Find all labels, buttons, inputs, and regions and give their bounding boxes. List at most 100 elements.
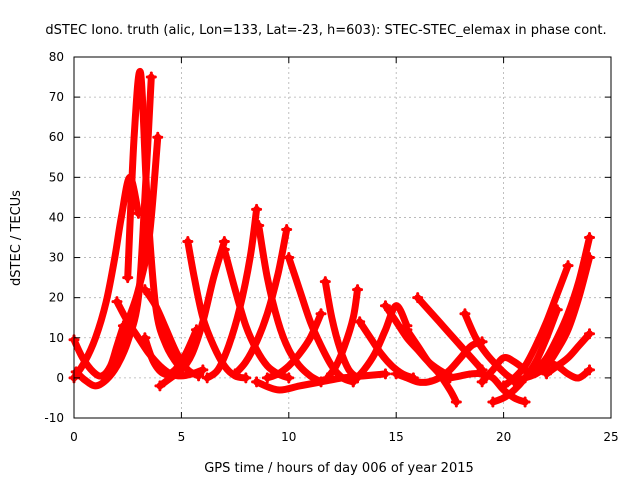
data-point-marker [519,396,531,408]
data-point-marker [100,368,112,380]
series-curve [403,326,460,406]
data-point-marker [347,376,359,388]
data-point-marker [315,308,327,320]
data-point-marker [240,372,252,384]
data-point-marker [152,131,164,143]
series-curve [324,286,361,382]
series-curve [349,302,411,386]
data-point-marker [584,232,596,243]
series-pass-33 [476,354,531,388]
x-tick-label: 15 [389,430,404,444]
series-pass-24 [412,292,488,376]
y-tick-label: 20 [49,291,64,305]
data-point-marker [319,276,331,288]
data-point-marker [352,284,364,296]
series-pass-07 [139,284,205,382]
x-tick-label: 0 [70,430,78,444]
data-point-marker [154,380,166,392]
data-point-marker [197,364,209,376]
series-pass-34 [541,356,596,382]
series-curve [253,370,389,394]
data-point-marker [459,308,471,320]
data-point-marker [401,324,413,336]
data-point-marker [584,328,596,340]
y-tick-label: 30 [49,251,64,265]
data-point-marker [283,372,295,384]
series-curve [203,205,261,382]
data-point-marker [584,252,596,264]
chart-title: dSTEC Iono. truth (alic, Lon=133, Lat=-2… [45,23,606,38]
series-pass-23 [401,324,462,408]
series-curve [255,222,325,386]
y-axis-title: dSTEC / TECUs [9,190,24,286]
series-curve [543,330,593,378]
data-point-marker [487,396,499,408]
y-tick-label: 50 [49,170,64,184]
series-pass-05 [100,131,164,380]
series-curve [478,354,529,386]
data-point-marker [354,316,366,328]
axis-ticks [73,56,612,419]
y-tick-label: 10 [49,331,64,345]
y-tick-labels: -10 0 10 20 30 40 50 60 70 80 [44,50,64,425]
y-tick-label: 0 [56,371,64,385]
data-point-marker [229,368,241,380]
x-tick-label: 20 [496,430,511,444]
series-pass-32 [541,328,596,380]
data-point-marker [111,296,123,308]
data-point-marker [218,244,230,256]
series-pass-31 [519,252,596,384]
series-curve [461,310,523,386]
series-curve [231,226,291,378]
series-pass-16 [261,308,327,384]
series-pass-14 [229,223,293,380]
data-point-marker [444,372,456,384]
series-curve [392,338,486,386]
data-point-marker [541,368,553,380]
data-point-marker [412,292,424,304]
series-pass-12 [201,203,263,384]
data-point-marker [201,372,213,384]
data-point-marker [390,368,402,380]
data-point-marker [584,364,596,376]
series-curve [102,133,162,378]
series-curve [414,294,486,374]
data-point-marker [281,223,293,235]
series-curve [521,254,593,382]
x-tick-label: 5 [178,430,186,444]
data-point-marker [519,364,531,376]
y-tick-label: 60 [49,130,64,144]
data-point-marker [450,396,462,408]
data-point-marker [193,370,205,382]
data-point-marker [379,368,391,380]
x-tick-label: 25 [603,430,618,444]
series-curve [156,238,228,390]
x-tick-labels: 0 5 10 15 20 25 [70,430,618,444]
data-point-marker [476,376,488,388]
series-curve [263,310,325,382]
series-curve [124,67,185,374]
plot-frame [73,56,612,419]
data-point-marker [139,332,151,344]
data-point-marker [498,380,510,392]
y-tick-label: 70 [49,90,64,104]
data-point-marker [562,260,574,272]
data-point-marker [379,300,391,312]
y-tick-label: 80 [49,50,64,64]
series-curve [141,286,203,380]
data-point-marker [261,372,273,384]
data-point-marker [251,376,263,388]
data-point-marker [541,356,553,368]
x-tick-label: 10 [281,430,296,444]
data-point-marker [283,252,295,264]
series-pass-19 [251,368,391,394]
y-tick-label: -10 [44,411,64,425]
data-point-marker [145,71,157,83]
data-point-marker [508,376,520,388]
data-point-marker [251,203,263,215]
series-curve [141,326,200,378]
data-point-marker [182,236,194,248]
series-curve [543,358,593,382]
data-point-marker [70,366,82,378]
